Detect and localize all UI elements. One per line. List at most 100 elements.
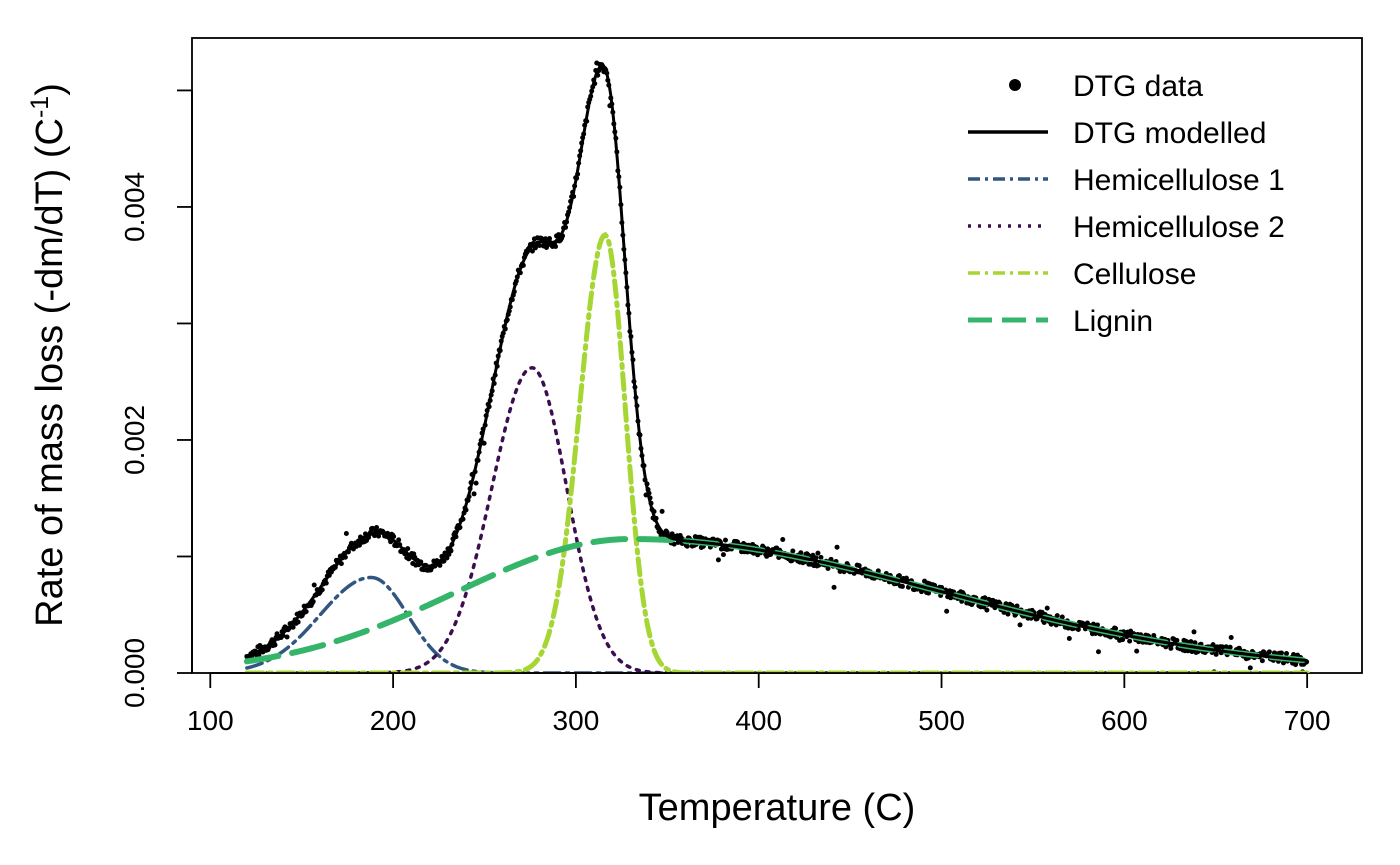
data-point bbox=[684, 543, 690, 549]
data-point bbox=[473, 480, 479, 486]
data-point bbox=[405, 546, 411, 552]
x-tick-label: 700 bbox=[1284, 705, 1331, 736]
data-point bbox=[926, 590, 932, 596]
data-point bbox=[1188, 639, 1194, 645]
y-axis-title-superscript: -1 bbox=[26, 96, 54, 118]
data-point bbox=[1054, 613, 1060, 619]
legend-symbol bbox=[1009, 79, 1021, 91]
data-point bbox=[1059, 614, 1065, 620]
data-point bbox=[374, 525, 380, 531]
legend-label: Hemicellulose 1 bbox=[1073, 164, 1285, 197]
data-point bbox=[856, 563, 862, 569]
y-axis-title-main: Rate of mass loss (-dm/dT) (C bbox=[29, 118, 71, 627]
data-point bbox=[834, 544, 840, 550]
data-point bbox=[1174, 637, 1180, 643]
data-point bbox=[722, 537, 728, 543]
data-point bbox=[1191, 629, 1197, 635]
legend-item: Cellulose bbox=[968, 258, 1196, 291]
data-point bbox=[481, 440, 487, 446]
data-point bbox=[1005, 611, 1011, 617]
data-point bbox=[720, 552, 726, 558]
data-point bbox=[1213, 651, 1219, 657]
legend-item: Hemicellulose 2 bbox=[968, 211, 1285, 244]
data-point bbox=[1044, 605, 1050, 611]
data-point bbox=[1113, 626, 1119, 631]
data-point bbox=[311, 582, 317, 588]
data-point bbox=[1284, 651, 1289, 657]
component-curves bbox=[243, 231, 1311, 673]
legend-label: DTG data bbox=[1073, 70, 1203, 103]
legend-item: Hemicellulose 1 bbox=[968, 164, 1285, 197]
legend-item: Lignin bbox=[968, 305, 1153, 338]
y-tick-label: 0.000 bbox=[119, 638, 150, 708]
legend: DTG data DTG modelled Hemicellulose 1 Hemic… bbox=[968, 70, 1285, 338]
data-point bbox=[1278, 650, 1284, 656]
y-axis-title: Rate of mass loss (-dm/dT) (C-1) bbox=[26, 83, 71, 627]
data-point bbox=[1227, 644, 1233, 650]
data-point bbox=[831, 584, 837, 590]
y-axis: 0.000 0.002 0.004 bbox=[119, 89, 193, 708]
data-point bbox=[896, 573, 902, 579]
x-tick-label: 200 bbox=[370, 705, 417, 736]
dtg-modelled-curve bbox=[246, 64, 1308, 662]
data-point bbox=[1017, 622, 1023, 628]
model-curve-layer bbox=[246, 64, 1308, 662]
x-axis-title: Temperature (C) bbox=[639, 787, 916, 829]
data-point bbox=[471, 491, 477, 497]
x-tick-label: 600 bbox=[1101, 705, 1148, 736]
dtg-data-points bbox=[244, 60, 1310, 673]
data-point bbox=[818, 554, 824, 560]
x-tick-label: 300 bbox=[553, 705, 600, 736]
legend-label: Cellulose bbox=[1073, 258, 1196, 291]
legend-item: DTG modelled bbox=[968, 117, 1266, 150]
data-point bbox=[1120, 637, 1126, 643]
y-axis-title-close: ) bbox=[29, 83, 71, 96]
data-point bbox=[1075, 626, 1081, 632]
data-point bbox=[1168, 645, 1174, 651]
data-point bbox=[715, 557, 721, 563]
data-point bbox=[343, 530, 349, 536]
x-tick-label: 400 bbox=[735, 705, 782, 736]
data-point bbox=[899, 583, 905, 589]
data-point bbox=[671, 541, 677, 547]
data-point bbox=[1228, 635, 1234, 640]
data-point bbox=[984, 607, 990, 613]
data-point bbox=[536, 243, 542, 249]
data-point bbox=[376, 533, 382, 539]
legend-item: DTG data bbox=[1009, 70, 1203, 103]
data-point bbox=[1134, 648, 1140, 654]
data-point bbox=[1259, 658, 1265, 664]
data-point bbox=[256, 652, 262, 658]
data-point bbox=[1090, 621, 1096, 627]
data-point bbox=[553, 244, 559, 250]
data-point bbox=[1094, 622, 1100, 628]
data-point bbox=[780, 536, 786, 542]
legend-label: Hemicellulose 2 bbox=[1073, 211, 1285, 244]
y-tick-label: 0.002 bbox=[119, 405, 150, 475]
component-curve-hemicellulose-2 bbox=[245, 365, 1309, 673]
data-point bbox=[1127, 638, 1133, 644]
data-point bbox=[710, 536, 716, 542]
y-tick-label: 0.004 bbox=[119, 172, 150, 242]
data-point bbox=[272, 642, 278, 648]
data-point bbox=[396, 537, 402, 543]
x-axis: 100 200 300 400 500 600 700 bbox=[187, 672, 1331, 736]
data-point bbox=[1247, 665, 1253, 671]
data-point bbox=[546, 236, 552, 242]
component-curve-cellulose bbox=[244, 231, 1310, 673]
data-point bbox=[1291, 652, 1297, 657]
data-point bbox=[284, 634, 290, 640]
legend-label: DTG modelled bbox=[1073, 117, 1266, 150]
data-point bbox=[1266, 649, 1272, 655]
data-point bbox=[825, 566, 831, 571]
x-tick-label: 100 bbox=[187, 705, 234, 736]
x-tick-label: 500 bbox=[918, 705, 965, 736]
data-point bbox=[798, 550, 804, 556]
component-curve-hemicellulose-1 bbox=[245, 575, 1309, 673]
data-point bbox=[1095, 649, 1101, 655]
data-point bbox=[815, 550, 821, 556]
data-point bbox=[790, 548, 796, 554]
data-point bbox=[982, 595, 988, 601]
data-point bbox=[659, 508, 665, 514]
